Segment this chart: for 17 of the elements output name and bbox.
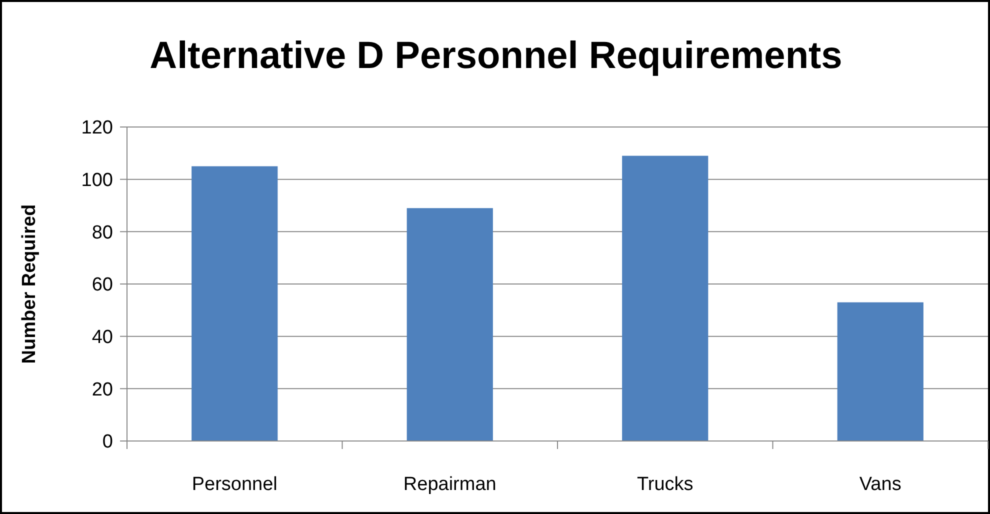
x-tick-label: Vans: [859, 474, 902, 495]
y-tick-label: 0: [102, 432, 113, 453]
y-tick-label: 20: [92, 379, 113, 400]
bar: [192, 166, 278, 441]
bar: [622, 156, 708, 441]
x-tick-label: Personnel: [192, 474, 278, 495]
y-tick-label: 80: [92, 222, 113, 244]
y-axis-title: Number Required: [19, 204, 40, 364]
x-tick-label: Repairman: [403, 474, 496, 495]
chart-title: Alternative D Personnel Requirements: [150, 35, 842, 77]
bar: [406, 208, 493, 441]
x-tick-label: Trucks: [636, 474, 694, 495]
y-tick-label: 120: [81, 118, 113, 139]
y-tick-label: 60: [92, 274, 113, 296]
bar: [837, 302, 924, 441]
y-tick-label: 100: [81, 170, 113, 191]
y-tick-label: 40: [92, 326, 113, 348]
